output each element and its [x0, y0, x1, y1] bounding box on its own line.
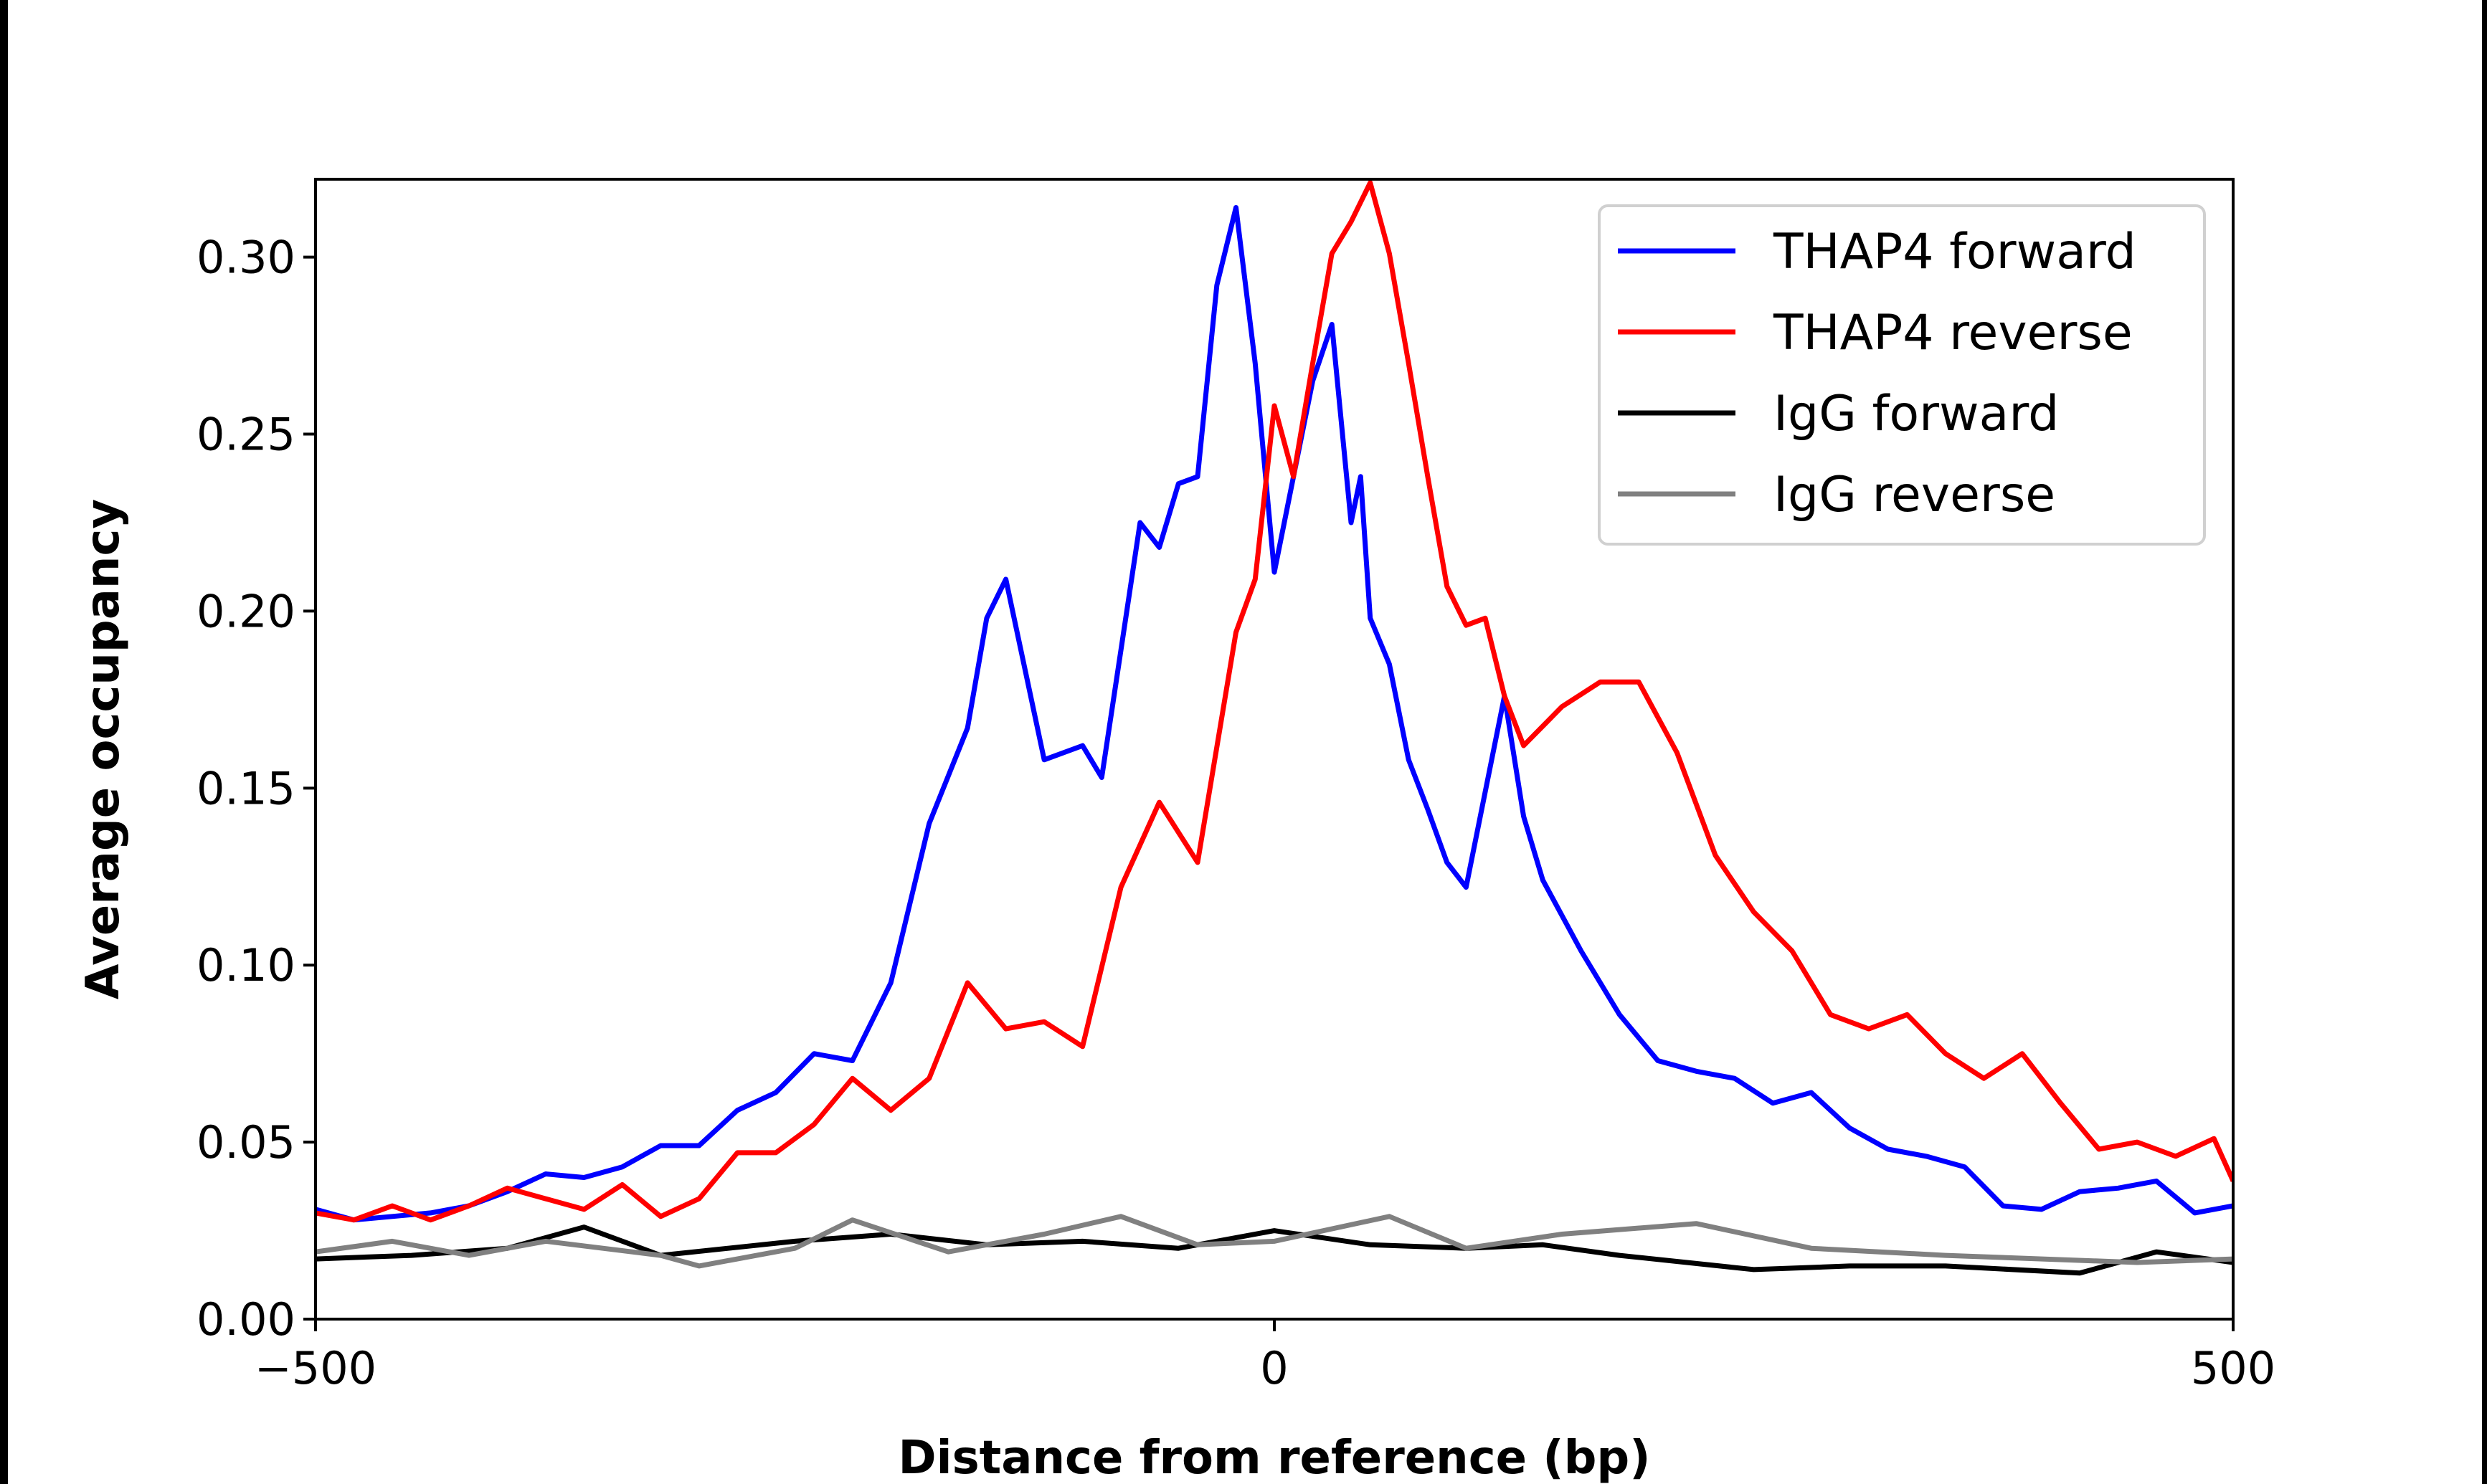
series-line-igg-reverse: [316, 1214, 2233, 1269]
legend-label: THAP4 reverse: [1773, 305, 2133, 361]
y-tick-label: 0.00: [196, 1293, 295, 1346]
series-line-thap4-reverse: [316, 180, 2233, 1223]
right-edge-border: [2482, 0, 2487, 1484]
y-tick-label: 0.25: [196, 409, 295, 461]
y-tick-label: 0.15: [196, 762, 295, 814]
left-edge-border: [0, 0, 8, 1484]
y-axis-label: Average occupancy: [77, 499, 130, 999]
y-tick-label: 0.10: [196, 939, 295, 991]
legend-label: IgG reverse: [1773, 467, 2055, 523]
x-tick-label: 0: [1260, 1342, 1288, 1394]
x-tick-label: −500: [255, 1342, 376, 1394]
series-line-igg-forward: [316, 1224, 2233, 1276]
y-tick-label: 0.05: [196, 1116, 295, 1169]
x-axis-label: Distance from reference (bp): [899, 1432, 1651, 1484]
x-tick-label: 500: [2191, 1342, 2275, 1394]
legend: THAP4 forward THAP4 reverse IgG forward IgG…: [1598, 204, 2206, 546]
y-tick-label: 0.20: [196, 585, 295, 637]
legend-label: THAP4 forward: [1773, 224, 2136, 280]
y-tick-label: 0.30: [196, 232, 295, 284]
legend-label: IgG forward: [1773, 386, 2059, 442]
legend-box: [1598, 204, 2206, 546]
